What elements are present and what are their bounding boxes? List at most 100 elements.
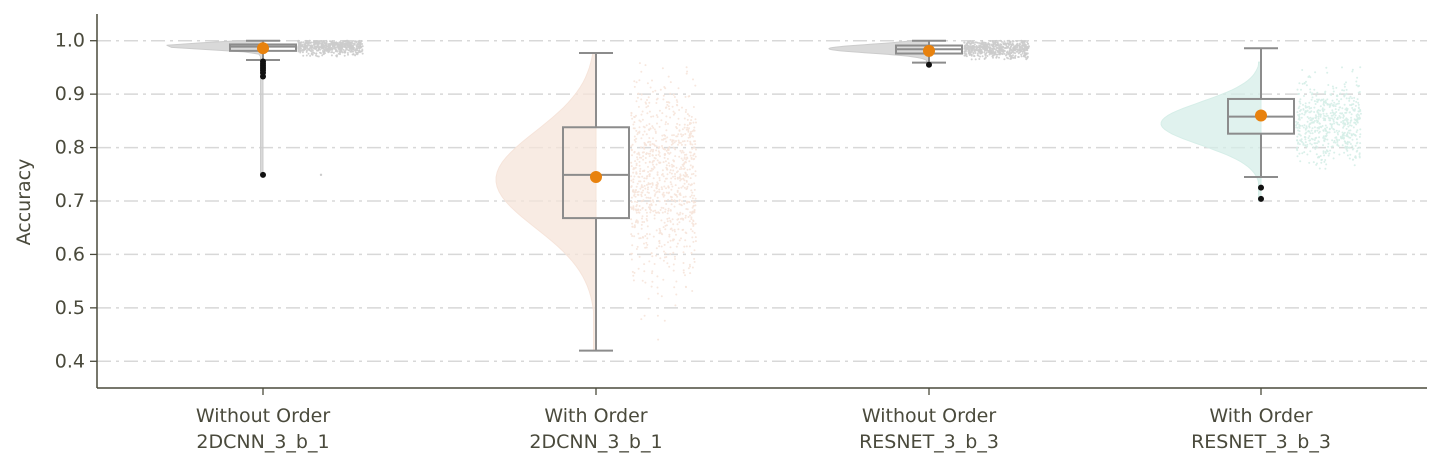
scatter-point (1338, 130, 1341, 133)
scatter-point (676, 135, 679, 138)
scatter-point (971, 40, 974, 43)
scatter-point (964, 54, 967, 57)
scatter-point (1313, 139, 1316, 141)
scatter-point (970, 53, 973, 56)
x-tick-label-line1: Without Order (862, 405, 996, 427)
scatter-point (692, 220, 695, 223)
scatter-point (636, 133, 639, 136)
scatter-point (680, 133, 682, 136)
scatter-point (663, 180, 666, 183)
scatter-point (1359, 133, 1362, 136)
scatter-point (1316, 111, 1319, 114)
scatter-point (1359, 128, 1362, 131)
mean-marker (590, 170, 602, 183)
scatter-point (1309, 116, 1312, 119)
scatter-point (667, 241, 669, 244)
scatter-point (989, 40, 992, 42)
scatter-point (672, 175, 674, 178)
scatter-point (968, 42, 971, 45)
scatter-point (321, 54, 324, 57)
scatter-point (1336, 95, 1339, 98)
scatter-point (659, 229, 662, 232)
scatter-point (691, 290, 694, 292)
scatter-point (1016, 48, 1019, 51)
scatter-point (1331, 114, 1334, 117)
scatter-point (999, 52, 1002, 55)
scatter-point (1024, 56, 1027, 59)
scatter-point (674, 148, 677, 151)
scatter-point (327, 51, 330, 54)
density-clouds (166, 40, 1262, 352)
scatter-point (660, 232, 663, 235)
scatter-point (358, 50, 361, 53)
scatter-point (307, 40, 310, 42)
scatter-point (1343, 94, 1346, 97)
scatter-point (645, 124, 648, 127)
scatter-point (1308, 135, 1311, 138)
scatter-point (689, 195, 692, 198)
scatter-point (680, 167, 683, 170)
scatter-point (674, 177, 677, 180)
scatter-point (335, 46, 338, 49)
scatter-point (673, 228, 676, 231)
scatter-point (1350, 124, 1353, 127)
scatter-point (630, 201, 633, 203)
scatter-point (644, 209, 647, 211)
scatter-point (1314, 71, 1317, 74)
scatter-point (634, 221, 637, 224)
scatter-point (1327, 116, 1330, 119)
scatter-point (682, 165, 685, 168)
scatter-point (632, 208, 635, 211)
scatter-point (631, 222, 634, 225)
scatter-point (1345, 117, 1348, 120)
scatter-point (1338, 102, 1340, 105)
scatter-point (345, 41, 348, 44)
scatter-point (668, 152, 671, 155)
scatter-point (335, 41, 338, 44)
scatter-point (651, 199, 654, 202)
scatter-point (1298, 92, 1300, 95)
scatter-point (986, 49, 989, 52)
scatter-point (652, 115, 655, 118)
scatter-point (337, 52, 340, 55)
scatter-point (636, 96, 639, 99)
scatter-point (659, 257, 662, 260)
scatter-point (645, 177, 648, 180)
scatter-point (1342, 115, 1345, 118)
scatter-point (691, 230, 694, 233)
scatter-point (1329, 117, 1332, 120)
scatter-point (1317, 115, 1320, 118)
scatter-point (672, 93, 675, 96)
scatter-point (639, 170, 641, 173)
scatter-point (693, 182, 696, 185)
scatter-point (639, 167, 642, 170)
outlier-point (1258, 184, 1264, 191)
scatter-point (638, 156, 641, 159)
scatter-point (630, 218, 633, 221)
scatter-point (344, 45, 347, 48)
scatter-point (1316, 146, 1319, 149)
scatter-point (1327, 145, 1330, 148)
scatter-point (316, 40, 318, 42)
scatter-point (679, 211, 682, 214)
scatter-point (1007, 42, 1009, 45)
scatter-point (1349, 95, 1352, 98)
scatter-point (1319, 109, 1321, 112)
scatter-point (693, 140, 695, 143)
scatter-point (682, 271, 685, 274)
scatter-point (1010, 56, 1013, 59)
scatter-point (686, 140, 689, 142)
scatter-point (690, 216, 693, 219)
scatter-point (644, 235, 647, 237)
scatter-point (635, 129, 638, 132)
scatter-point (655, 191, 658, 194)
scatter-point (640, 200, 643, 203)
scatter-point (1316, 142, 1319, 145)
scatter-point (692, 204, 695, 207)
scatter-point (639, 180, 642, 183)
scatter-point (1021, 44, 1023, 47)
scatter-point (322, 46, 325, 49)
scatter-point (684, 285, 687, 288)
scatter-point (1332, 104, 1335, 106)
scatter-point (1332, 141, 1335, 144)
